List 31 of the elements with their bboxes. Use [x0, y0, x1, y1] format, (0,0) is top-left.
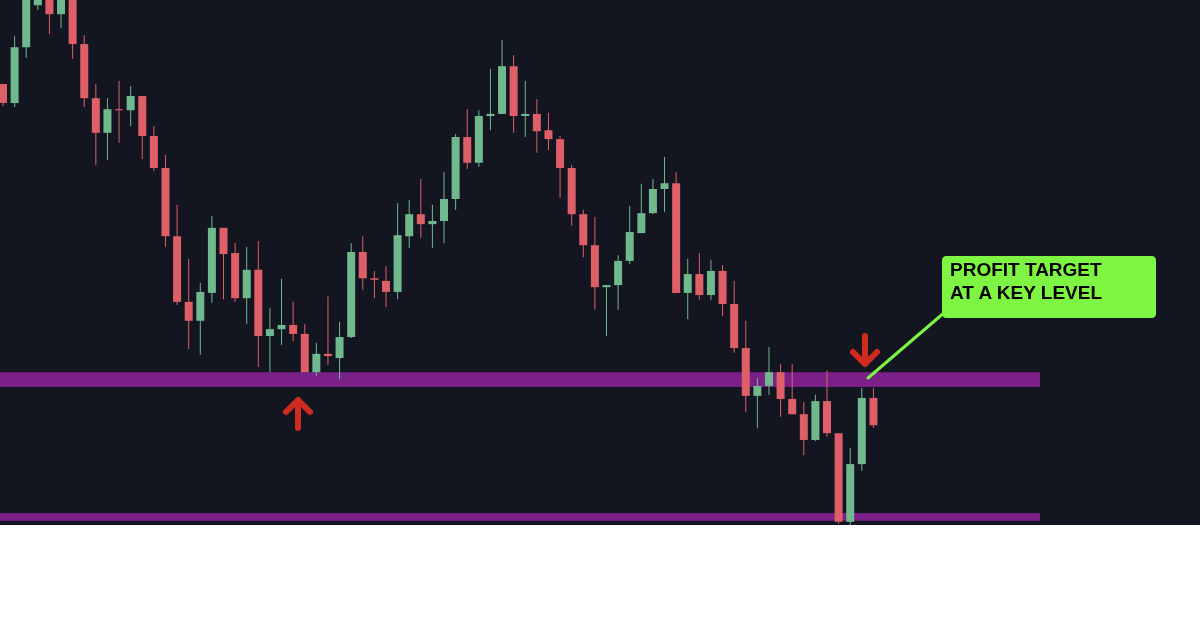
candlestick	[695, 252, 704, 301]
candlestick	[405, 199, 414, 249]
candlestick	[115, 80, 124, 144]
candlestick	[323, 295, 332, 366]
candlestick	[277, 278, 286, 346]
candlestick	[544, 112, 553, 151]
candlestick	[521, 80, 530, 138]
candlestick	[57, 0, 66, 29]
candlestick	[370, 270, 379, 299]
candlestick	[532, 98, 541, 154]
candlestick	[428, 204, 437, 249]
candlestick	[184, 258, 193, 350]
candlestick	[0, 83, 7, 107]
candlestick	[265, 307, 274, 373]
candlestick	[45, 0, 54, 35]
candlestick	[486, 68, 495, 131]
candlestick	[660, 156, 669, 213]
candlestick	[335, 321, 344, 380]
candlestick	[103, 97, 112, 161]
candlestick	[312, 342, 321, 377]
candlestick	[381, 265, 390, 308]
candlestick	[126, 85, 135, 127]
candlestick	[788, 363, 797, 415]
candlestick	[602, 284, 611, 337]
candlestick	[764, 346, 773, 396]
candlestick	[753, 377, 762, 429]
candlestick	[683, 258, 692, 320]
candlestick	[289, 301, 298, 342]
candlestick	[416, 178, 425, 239]
candlestick	[637, 183, 646, 234]
candlestick	[440, 171, 449, 244]
